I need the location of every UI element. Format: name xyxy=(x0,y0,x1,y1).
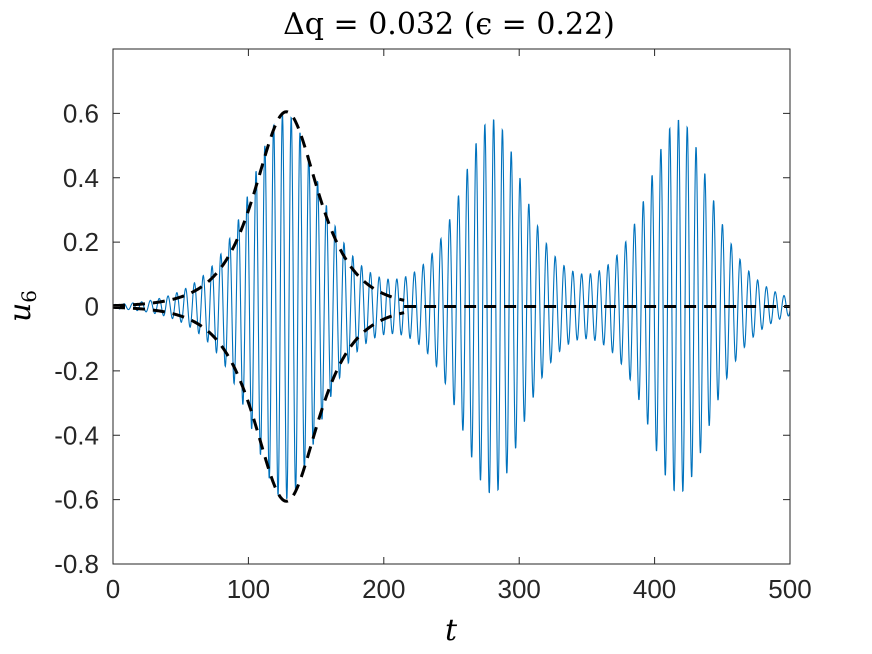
x-tick-label: 400 xyxy=(633,574,676,604)
x-tick-label: 500 xyxy=(768,574,811,604)
x-tick-label: 300 xyxy=(498,574,541,604)
y-tick-label: -0.6 xyxy=(54,485,99,515)
series-layer xyxy=(112,110,791,503)
y-tick-label: 0 xyxy=(85,292,99,322)
x-tick-label: 200 xyxy=(362,574,405,604)
y-tick-label: 0.2 xyxy=(63,227,99,257)
ticks-layer: 0 100 200 300 400 500 -0.8 -0.6 -0.4 -0.2 0 0.2 0.4 0… xyxy=(54,49,812,604)
chart-title: Δq = 0.032 (ϵ = 0.22) xyxy=(283,7,615,42)
y-tick-label: 0.6 xyxy=(63,98,99,128)
y-axis-label: u6 xyxy=(3,290,41,322)
envelope-upper-line xyxy=(112,110,405,308)
x-axis-label: t xyxy=(445,613,458,648)
envelope-lower-line xyxy=(112,305,405,503)
y-tick-label: -0.2 xyxy=(54,356,99,386)
y-tick-label: -0.8 xyxy=(54,549,99,579)
y-axis-label-main: u xyxy=(3,303,38,322)
y-tick-label: -0.4 xyxy=(54,420,99,450)
y-tick-label: 0.4 xyxy=(63,163,99,193)
x-tick-label: 100 xyxy=(227,574,270,604)
y-axis-label-sub: 6 xyxy=(17,290,41,303)
x-tick-label: 0 xyxy=(106,574,120,604)
series-oscillation-line xyxy=(112,114,791,500)
